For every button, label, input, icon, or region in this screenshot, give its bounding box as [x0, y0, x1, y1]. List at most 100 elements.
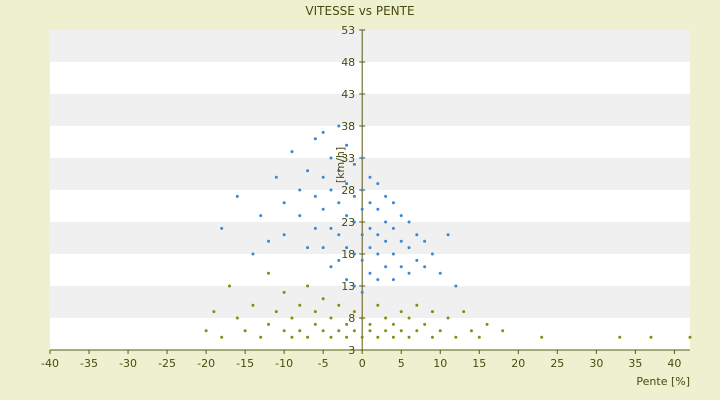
data-point: [376, 303, 380, 307]
data-point: [454, 335, 458, 339]
data-point: [337, 303, 341, 307]
data-point: [360, 156, 364, 160]
grid-band: [50, 286, 690, 318]
grid-band: [50, 94, 690, 126]
data-point: [485, 322, 489, 326]
data-point: [321, 207, 325, 211]
data-point: [259, 214, 263, 218]
x-tick-label: 10: [433, 357, 447, 370]
y-tick-label: 8: [348, 312, 355, 325]
data-point: [345, 143, 349, 147]
data-point: [376, 335, 380, 339]
data-point: [368, 329, 372, 333]
data-point: [384, 329, 388, 333]
data-point: [376, 207, 380, 211]
x-tick-label: -20: [197, 357, 215, 370]
data-point: [352, 329, 356, 333]
data-point: [368, 322, 372, 326]
data-point: [313, 137, 317, 141]
data-point: [298, 214, 302, 218]
data-point: [376, 233, 380, 237]
grid-band: [50, 254, 690, 286]
data-point: [391, 278, 395, 282]
data-point: [235, 194, 239, 198]
data-point: [337, 233, 341, 237]
data-point: [368, 175, 372, 179]
data-point: [345, 335, 349, 339]
data-point: [329, 316, 333, 320]
data-point: [430, 335, 434, 339]
grid-band: [50, 222, 690, 254]
x-tick-label: 0: [359, 357, 366, 370]
data-point: [415, 233, 419, 237]
data-point: [423, 239, 427, 243]
data-point: [360, 233, 364, 237]
data-point: [368, 226, 372, 230]
y-tick-label: 48: [341, 56, 355, 69]
data-point: [228, 284, 232, 288]
data-point: [282, 290, 286, 294]
x-axis-label: Pente [%]: [636, 375, 690, 388]
data-point: [391, 226, 395, 230]
data-point: [267, 271, 271, 275]
data-point: [352, 310, 356, 314]
data-point: [446, 233, 450, 237]
data-point: [399, 310, 403, 314]
data-point: [313, 310, 317, 314]
data-point: [321, 175, 325, 179]
data-point: [321, 130, 325, 134]
chart-title: VITESSE vs PENTE: [305, 4, 414, 18]
data-point: [688, 335, 692, 339]
y-tick-label: 38: [341, 120, 355, 133]
data-point: [259, 335, 263, 339]
data-point: [220, 335, 224, 339]
data-point: [352, 284, 356, 288]
data-point: [345, 278, 349, 282]
y-tick-label: 23: [341, 216, 355, 229]
data-point: [454, 284, 458, 288]
data-point: [384, 316, 388, 320]
data-point: [329, 188, 333, 192]
data-point: [469, 329, 473, 333]
data-point: [267, 322, 271, 326]
data-point: [384, 194, 388, 198]
y-axis: 38131823283338434853: [341, 24, 366, 357]
data-point: [329, 335, 333, 339]
data-point: [368, 246, 372, 250]
data-point: [430, 252, 434, 256]
data-point: [337, 329, 341, 333]
x-tick-label: 35: [628, 357, 642, 370]
data-point: [298, 303, 302, 307]
grid-band: [50, 318, 690, 350]
plot-area: [50, 30, 690, 350]
data-point: [407, 316, 411, 320]
data-point: [430, 310, 434, 314]
x-tick-label: -40: [41, 357, 59, 370]
data-point: [345, 214, 349, 218]
x-tick-label: -25: [158, 357, 176, 370]
data-point: [391, 201, 395, 205]
data-point: [407, 246, 411, 250]
data-point: [438, 271, 442, 275]
data-point: [337, 169, 341, 173]
data-point: [384, 220, 388, 224]
x-tick-label: 30: [589, 357, 603, 370]
x-tick-label: -15: [236, 357, 254, 370]
data-point: [251, 303, 255, 307]
data-point: [274, 175, 278, 179]
data-point: [446, 316, 450, 320]
data-point: [501, 329, 505, 333]
x-tick-label: 25: [550, 357, 564, 370]
data-point: [329, 226, 333, 230]
data-point: [423, 322, 427, 326]
data-point: [282, 329, 286, 333]
data-point: [321, 297, 325, 301]
data-point: [540, 335, 544, 339]
grid-band: [50, 30, 690, 62]
y-tick-label: 13: [341, 280, 355, 293]
data-point: [407, 271, 411, 275]
x-tick-label: 20: [511, 357, 525, 370]
data-point: [290, 150, 294, 154]
x-axis: -40 -35 -30 -25 -20 -15 -10 -5 0 5 10 15 20 25 30 35 40: [41, 349, 690, 370]
data-point: [345, 182, 349, 186]
